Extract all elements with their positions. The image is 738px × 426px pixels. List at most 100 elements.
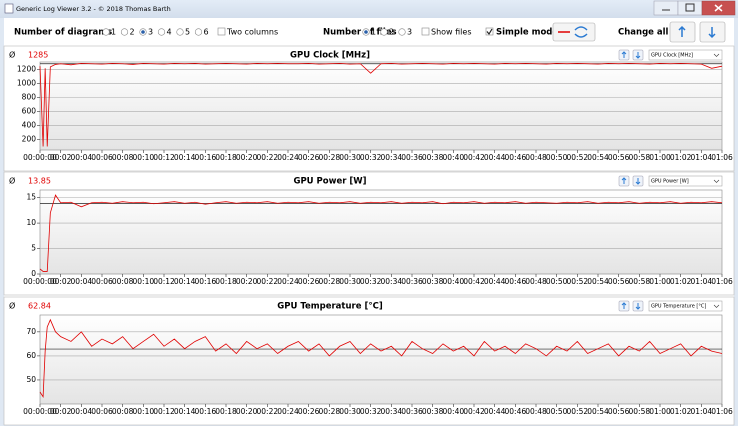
x-tick-label: 00:06 (91, 407, 113, 416)
x-tick-label: 00:32 (360, 407, 382, 416)
show-files-label: Show files (431, 28, 471, 37)
x-tick-label: 00:48 (525, 153, 547, 162)
x-tick-label: 00:10 (133, 153, 155, 162)
radio-label: 5 (185, 28, 190, 37)
x-tick-label: 00:40 (443, 153, 465, 162)
radio-dot (141, 30, 145, 34)
simple-mode-label: Simple mode (496, 28, 558, 38)
chart-title: GPU Power [W] (293, 177, 366, 187)
x-tick-label: 00:24 (277, 153, 299, 162)
app-icon (4, 3, 14, 14)
x-tick-label: 00:56 (608, 153, 630, 162)
diagram-panel: Ø 1285 GPU Clock [MHz] GPU Clock [MHz] 200 40… (3, 45, 735, 172)
average-value: 62.84 (28, 302, 51, 311)
y-tick-label: 0 (31, 269, 36, 278)
change-all-label: Change all (618, 28, 669, 38)
x-tick-label: 00:44 (484, 153, 506, 162)
y-tick-label: 50 (26, 375, 36, 384)
x-tick-label: 00:12 (153, 407, 175, 416)
up-arrow-icon (621, 177, 627, 184)
sensor-dropdown[interactable] (648, 300, 723, 312)
x-tick-label: 00:10 (133, 407, 155, 416)
x-tick-label: 00:42 (463, 153, 485, 162)
radio-label: 2 (389, 28, 394, 37)
close-icon (714, 4, 723, 12)
x-tick-label: 01:04 (691, 153, 713, 162)
radio-button[interactable] (398, 28, 406, 36)
x-tick-label: 00:56 (608, 277, 630, 286)
x-tick-label: 00:34 (381, 407, 403, 416)
x-tick-label: 00:54 (587, 277, 609, 286)
x-tick-label: 00:04 (71, 277, 93, 286)
x-tick-label: 00:00:00 (23, 407, 57, 416)
x-tick-label: 00:10 (133, 277, 155, 286)
radio-button[interactable] (102, 28, 110, 36)
x-tick-label: 01:06 (711, 407, 733, 416)
x-tick-label: 00:36 (401, 277, 423, 286)
dropdown-text: GPU Power [W] (651, 179, 689, 185)
x-tick-label: 00:08 (112, 407, 134, 416)
files-label: Number of files (323, 28, 397, 38)
x-tick-label: 00:52 (567, 153, 589, 162)
x-tick-label: 00:40 (443, 277, 465, 286)
x-tick-label: 00:16 (195, 407, 217, 416)
x-tick-label: 00:08 (112, 277, 134, 286)
avg-symbol: Ø (9, 301, 15, 311)
plot-area (39, 314, 723, 405)
show-files-checkbox[interactable] (421, 27, 430, 36)
radio-button[interactable] (176, 28, 184, 36)
dropdown-arrow (713, 179, 720, 183)
x-tick-label: 01:02 (670, 277, 692, 286)
maximize-button[interactable] (677, 0, 703, 16)
sensor-dropdown[interactable] (648, 175, 723, 187)
x-tick-label: 01:00 (649, 407, 671, 416)
chart-title: GPU Clock [MHz] (290, 51, 370, 61)
x-tick-label: 00:32 (360, 153, 382, 162)
x-tick-label: 00:54 (587, 407, 609, 416)
x-tick-label: 00:54 (587, 153, 609, 162)
plot-area (39, 61, 723, 151)
simple-mode-checkbox[interactable] (485, 27, 494, 36)
x-tick-label: 00:38 (422, 277, 444, 286)
y-tick-label: 1200 (17, 65, 36, 74)
data-line (39, 62, 723, 147)
sensor-dropdown[interactable] (648, 49, 723, 61)
average-value: 13.85 (28, 177, 51, 186)
title-bar (0, 0, 738, 18)
x-tick-label: 00:06 (91, 277, 113, 286)
radio-button[interactable] (120, 28, 129, 36)
x-tick-label: 00:12 (153, 153, 175, 162)
data-line (39, 194, 723, 272)
x-tick-label: 00:58 (629, 277, 651, 286)
x-tick-label: 00:44 (484, 407, 506, 416)
y-tick-label: 800 (22, 93, 37, 102)
x-tick-label: 00:46 (505, 407, 527, 416)
x-tick-label: 00:04 (71, 407, 93, 416)
x-tick-label: 00:30 (339, 153, 361, 162)
x-tick-label: 01:04 (691, 407, 713, 416)
diagram-panel: Ø 62.84 GPU Temperature [°C] GPU Temperatur… (3, 296, 735, 426)
radio-button[interactable] (380, 28, 388, 36)
two-columns-checkbox[interactable] (217, 27, 226, 36)
y-tick-label: 15 (26, 193, 36, 202)
x-tick-label: 00:18 (215, 153, 237, 162)
x-tick-label: 00:28 (319, 407, 341, 416)
y-tick-label: 400 (22, 121, 37, 130)
radio-button[interactable] (194, 28, 203, 36)
x-tick-label: 00:14 (174, 407, 196, 416)
minimize-button[interactable] (653, 0, 679, 16)
radio-label: 3 (407, 28, 412, 37)
radio-label: 6 (204, 28, 209, 37)
x-tick-label: 00:02 (50, 277, 72, 286)
x-tick-label: 00:24 (277, 407, 299, 416)
x-tick-label: 00:58 (629, 407, 651, 416)
y-tick-label: 60 (26, 351, 36, 360)
y-tick-label: 10 (26, 218, 36, 227)
x-tick-label: 00:42 (463, 407, 485, 416)
x-tick-label: 00:20 (236, 277, 258, 286)
x-tick-label: 00:56 (608, 407, 630, 416)
window-title: Generic Log Viewer 3.2 - © 2018 Thomas B… (16, 5, 171, 13)
x-tick-label: 00:36 (401, 407, 423, 416)
radio-button[interactable] (157, 28, 166, 36)
